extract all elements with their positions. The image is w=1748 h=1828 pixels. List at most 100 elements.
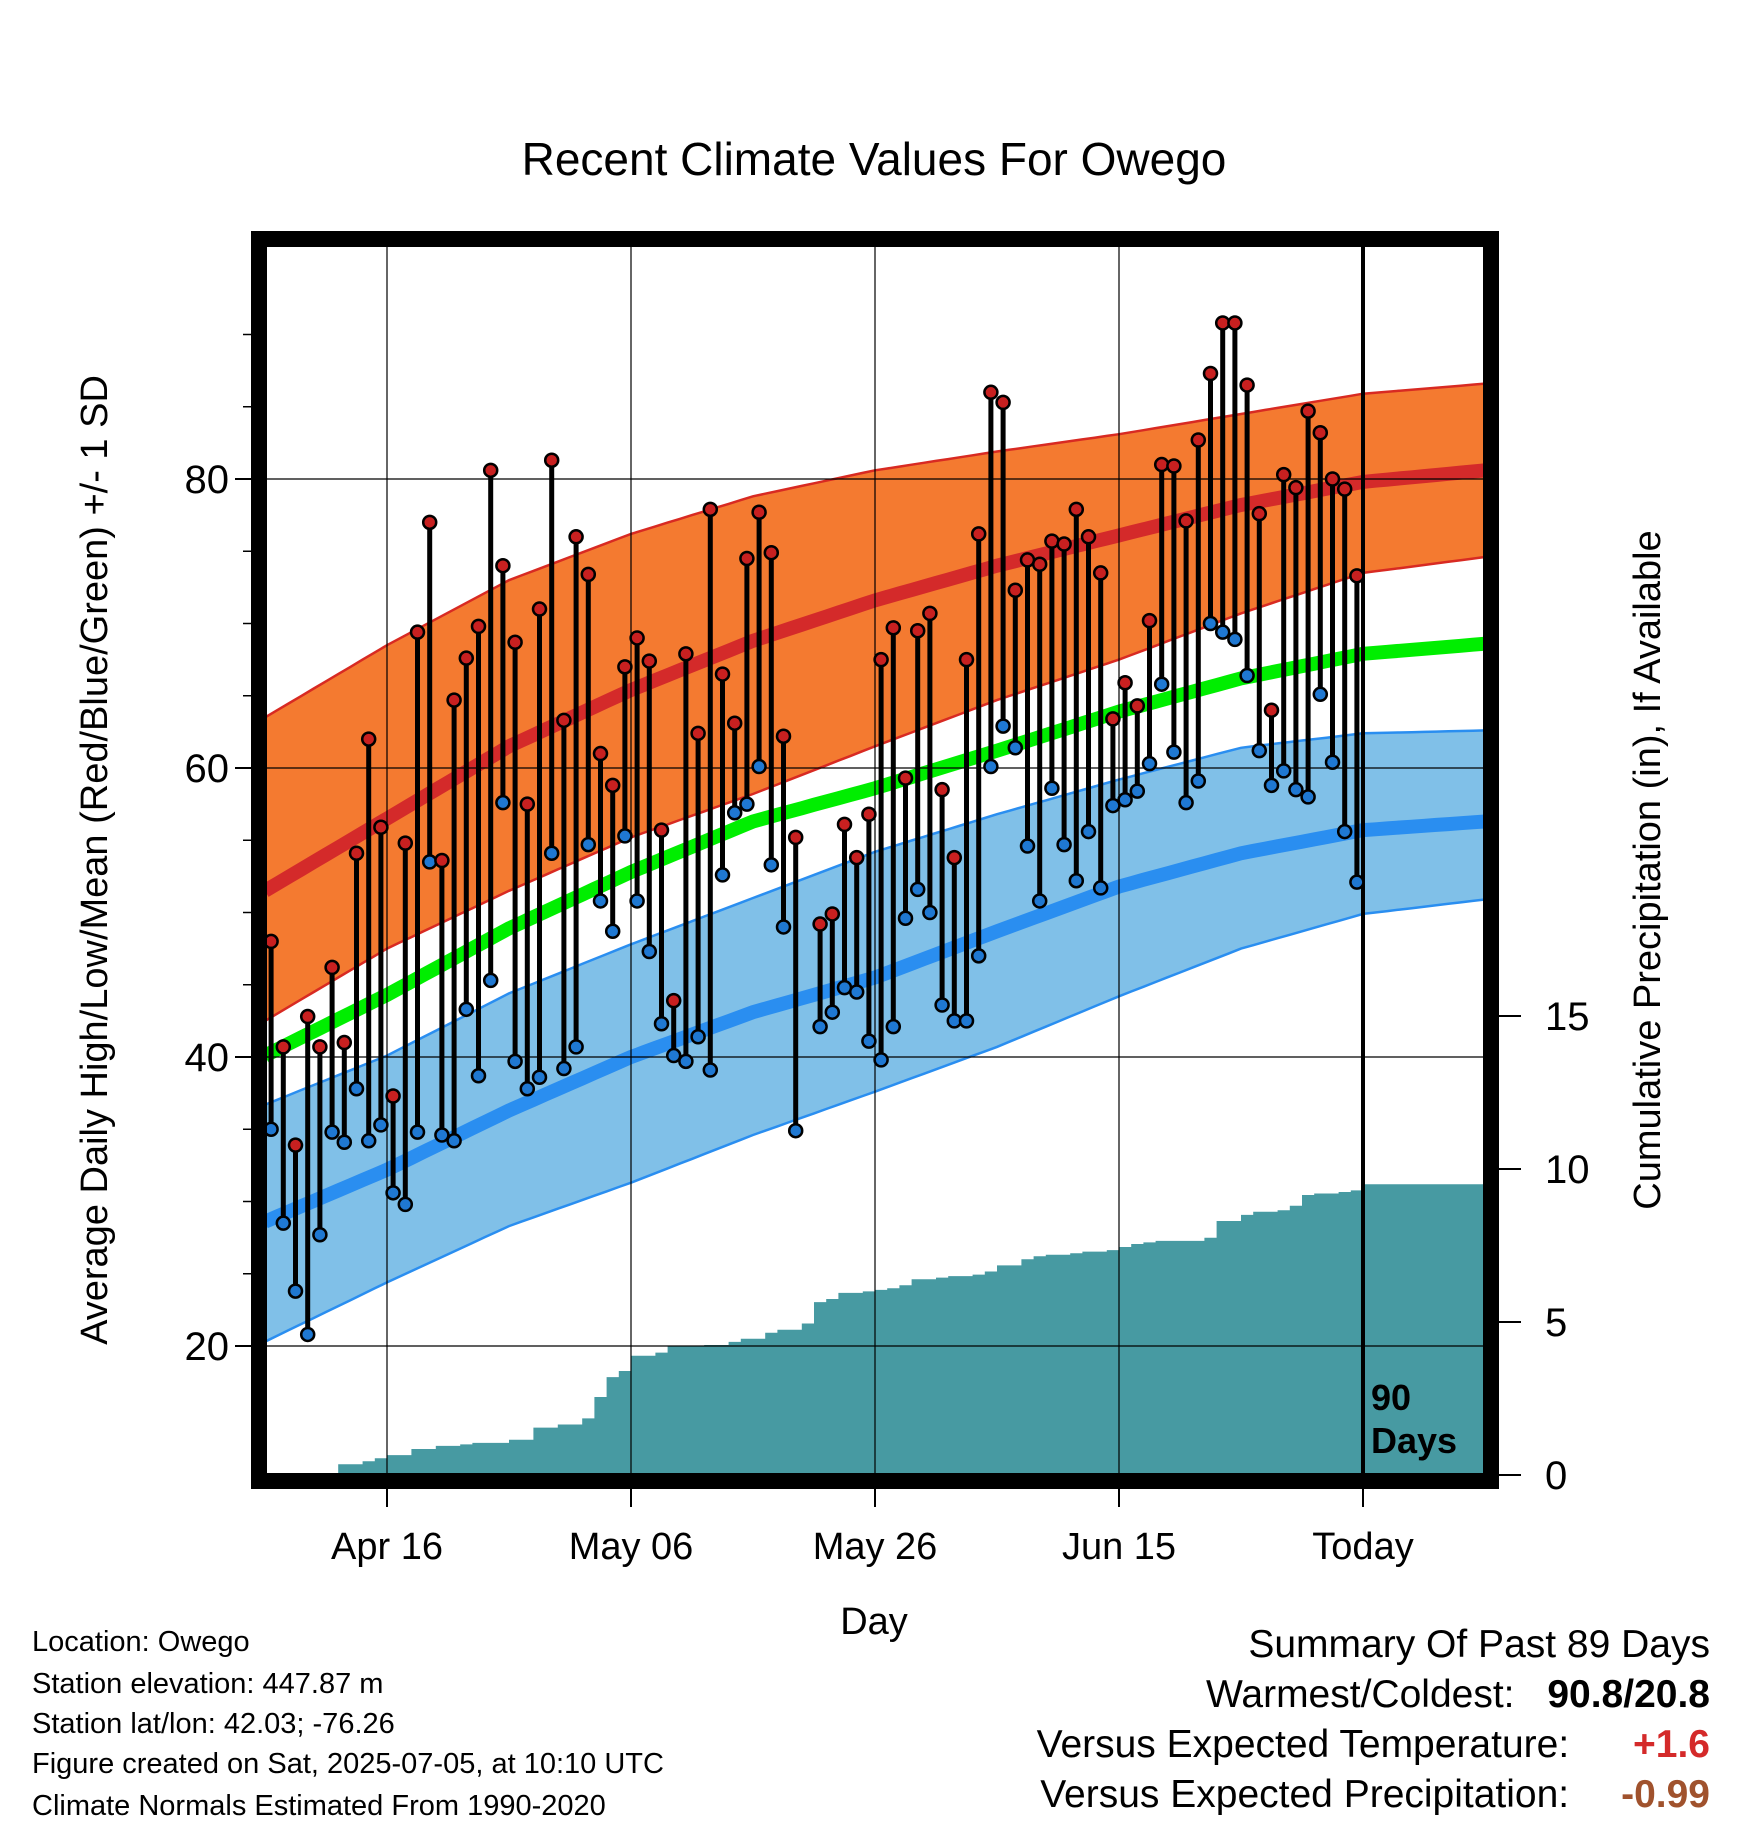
daily-high-point xyxy=(629,630,645,646)
daily-low-point xyxy=(1031,893,1048,909)
daily-high-point xyxy=(885,620,902,636)
daily-low-point xyxy=(397,1196,414,1213)
info-elevation: Station elevation: 447.87 m xyxy=(32,1668,384,1700)
daily-high-point xyxy=(1166,458,1182,474)
daily-high-point xyxy=(312,1039,328,1055)
daily-high-point xyxy=(446,692,462,708)
warmest-coldest-value: 90.8/20.8 xyxy=(1547,1673,1710,1716)
daily-low-point xyxy=(495,794,511,811)
daily-high-point xyxy=(556,712,572,729)
daily-low-point xyxy=(897,910,914,927)
daily-low-point xyxy=(1117,792,1133,808)
x-axis-label: Day xyxy=(840,1601,908,1643)
daily-high-point xyxy=(983,384,999,401)
daily-high-point xyxy=(1105,711,1121,727)
summary-heading: Summary Of Past 89 Days xyxy=(1248,1623,1710,1666)
y2-axis-label: Cumulative Precipitation (in), If Availa… xyxy=(1627,530,1669,1209)
y-tick-label: 80 xyxy=(185,458,230,502)
daily-high-point xyxy=(1251,505,1268,522)
daily-low-point xyxy=(1092,880,1109,896)
daily-high-point xyxy=(1117,674,1133,691)
daily-high-point xyxy=(653,822,670,838)
daily-low-point xyxy=(702,1062,719,1078)
today-days-label: Days xyxy=(1371,1420,1457,1461)
y-tick-label: 20 xyxy=(185,1325,230,1369)
daily-high-point xyxy=(531,601,548,617)
y-tick-label: 40 xyxy=(185,1036,230,1080)
daily-low-point xyxy=(434,1127,450,1143)
daily-low-point xyxy=(1178,794,1194,811)
daily-high-point xyxy=(385,1088,401,1104)
daily-low-point xyxy=(275,1215,292,1231)
daily-low-point xyxy=(1263,777,1280,794)
temperature-value: +1.6 xyxy=(1633,1723,1710,1766)
daily-high-point xyxy=(702,501,719,518)
daily-low-point xyxy=(1275,763,1292,779)
daily-low-point xyxy=(360,1133,377,1149)
daily-high-point xyxy=(1129,698,1146,714)
x-tick-label: May 26 xyxy=(813,1526,938,1568)
daily-low-point xyxy=(678,1053,694,1070)
daily-high-point xyxy=(421,514,438,531)
daily-low-point xyxy=(922,904,938,921)
daily-high-point xyxy=(336,1034,353,1051)
daily-low-point xyxy=(348,1081,365,1097)
daily-low-point xyxy=(299,1326,316,1343)
daily-low-point xyxy=(1153,676,1170,692)
daily-low-point xyxy=(958,1013,975,1029)
y-tick-label: 60 xyxy=(185,747,230,791)
daily-high-point xyxy=(568,529,584,545)
daily-low-point xyxy=(287,1283,304,1299)
y2-tick-label: 15 xyxy=(1545,995,1590,1039)
daily-low-point xyxy=(604,923,621,940)
daily-low-point xyxy=(653,1016,670,1032)
daily-high-point xyxy=(434,852,450,869)
daily-low-point xyxy=(1007,740,1024,756)
daily-high-point xyxy=(495,557,511,574)
daily-high-point xyxy=(617,659,633,675)
daily-low-point xyxy=(763,857,780,873)
daily-low-point xyxy=(848,984,865,1000)
y2-tick-label: 0 xyxy=(1545,1454,1567,1498)
daily-high-point xyxy=(739,550,755,567)
x-tick-label: Today xyxy=(1312,1526,1413,1568)
daily-high-point xyxy=(1202,365,1219,382)
daily-high-point xyxy=(1288,479,1304,496)
daily-high-point xyxy=(1007,582,1024,599)
daily-high-point xyxy=(909,622,926,639)
daily-low-point xyxy=(629,893,645,909)
daily-low-point xyxy=(1202,615,1219,632)
precipitation-label: Versus Expected Precipitation: xyxy=(1040,1773,1570,1816)
daily-low-point xyxy=(1288,781,1304,798)
daily-high-point xyxy=(812,916,828,932)
daily-low-point xyxy=(1019,838,1036,854)
daily-low-point xyxy=(983,758,999,775)
daily-low-point xyxy=(751,758,767,775)
daily-high-point xyxy=(458,650,475,666)
daily-high-point xyxy=(348,845,365,862)
daily-high-point xyxy=(1324,471,1341,487)
daily-high-point xyxy=(1068,501,1085,518)
plot-frame xyxy=(251,231,1499,1489)
daily-low-point xyxy=(1166,744,1182,760)
daily-low-point xyxy=(1080,823,1097,840)
daily-low-point xyxy=(1312,686,1329,703)
daily-low-point xyxy=(665,1047,682,1064)
daily-high-point xyxy=(275,1039,292,1055)
daily-high-point xyxy=(665,992,682,1009)
daily-high-point xyxy=(873,651,889,668)
daily-low-point xyxy=(1239,667,1255,684)
daily-high-point xyxy=(1239,377,1255,393)
info-created: Figure created on Sat, 2025-07-05, at 10… xyxy=(32,1748,664,1780)
daily-low-point xyxy=(1056,836,1072,853)
daily-high-point xyxy=(482,462,499,479)
daily-low-point xyxy=(580,836,597,853)
daily-low-point xyxy=(1324,754,1341,770)
daily-low-point xyxy=(739,796,755,812)
daily-low-point xyxy=(1068,872,1085,889)
daily-low-point xyxy=(312,1226,328,1243)
daily-high-point xyxy=(714,666,731,682)
daily-high-point xyxy=(848,849,865,866)
daily-high-point xyxy=(1153,456,1170,473)
